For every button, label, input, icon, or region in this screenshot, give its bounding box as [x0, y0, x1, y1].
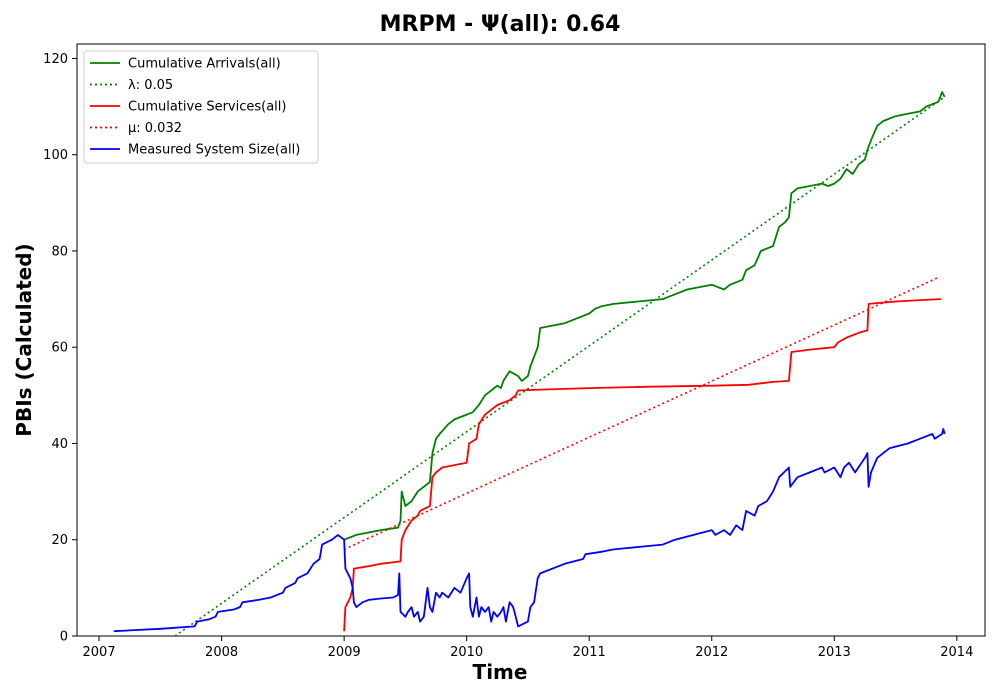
x-tick-label: 2010 — [450, 645, 483, 660]
legend-label: Cumulative Services(all) — [128, 100, 286, 115]
legend-box — [83, 50, 319, 164]
y-tick-label: 20 — [51, 533, 68, 548]
y-tick-label: 40 — [51, 437, 68, 452]
x-axis-label: Time — [472, 660, 528, 684]
legend-label: λ: 0.05 — [128, 78, 173, 93]
y-tick-label: 60 — [51, 341, 68, 356]
x-tick-label: 2009 — [328, 645, 361, 660]
x-tick-label: 2008 — [205, 645, 238, 660]
series-line-2 — [343, 298, 941, 632]
series-line-1 — [174, 96, 946, 636]
series-line-3 — [343, 276, 939, 551]
x-tick-label: 2013 — [818, 645, 851, 660]
x-tick-label: 2012 — [695, 645, 728, 660]
plot-frame — [76, 43, 986, 637]
y-tick-label: 80 — [51, 244, 68, 259]
legend-label: Cumulative Arrivals(all) — [128, 57, 281, 72]
series-line-4 — [113, 428, 946, 633]
y-tick-label: 120 — [43, 52, 68, 67]
y-tick-label: 100 — [43, 148, 68, 163]
x-tick-label: 2014 — [940, 645, 973, 660]
series-line-0 — [343, 91, 946, 541]
x-tick-label: 2011 — [573, 645, 606, 660]
chart-title: MRPM - Ψ(all): 0.64 — [379, 12, 621, 37]
legend-label: Measured System Size(all) — [128, 143, 300, 158]
legend-label: μ: 0.032 — [128, 121, 182, 136]
y-tick-label: 0 — [60, 630, 68, 645]
x-tick-label: 2007 — [83, 645, 116, 660]
